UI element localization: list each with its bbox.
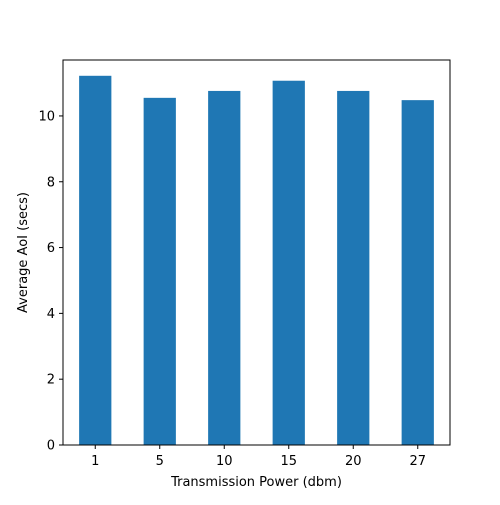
x-ticks: 1 5 10 15 20 27 [91,445,426,469]
y-tick-label: 6 [47,241,55,256]
bar-27 [401,100,434,446]
x-tick-label: 5 [156,454,164,469]
plot-frame [62,59,451,446]
y-tick-label: 10 [38,109,55,124]
x-tick-label: 20 [345,454,362,469]
bar-15 [272,80,305,445]
y-tick-label: 2 [47,373,55,388]
y-tick-label: 4 [47,307,55,322]
x-tick-label: 1 [91,454,99,469]
x-axis-label: Transmission Power (dbm) [170,475,342,490]
x-tick-label: 27 [409,454,426,469]
bar-10 [208,90,241,445]
x-tick-label: 15 [280,454,297,469]
y-ticks: 0 2 4 6 8 10 [38,109,63,454]
bars-group [79,75,434,446]
y-tick-label: 8 [47,175,55,190]
y-tick-label: 0 [47,439,55,454]
bar-20 [337,90,370,445]
y-axis-label: Average AoI (secs) [16,192,31,313]
bar-5 [143,97,176,445]
bar-1 [79,75,112,446]
x-tick-label: 10 [216,454,233,469]
